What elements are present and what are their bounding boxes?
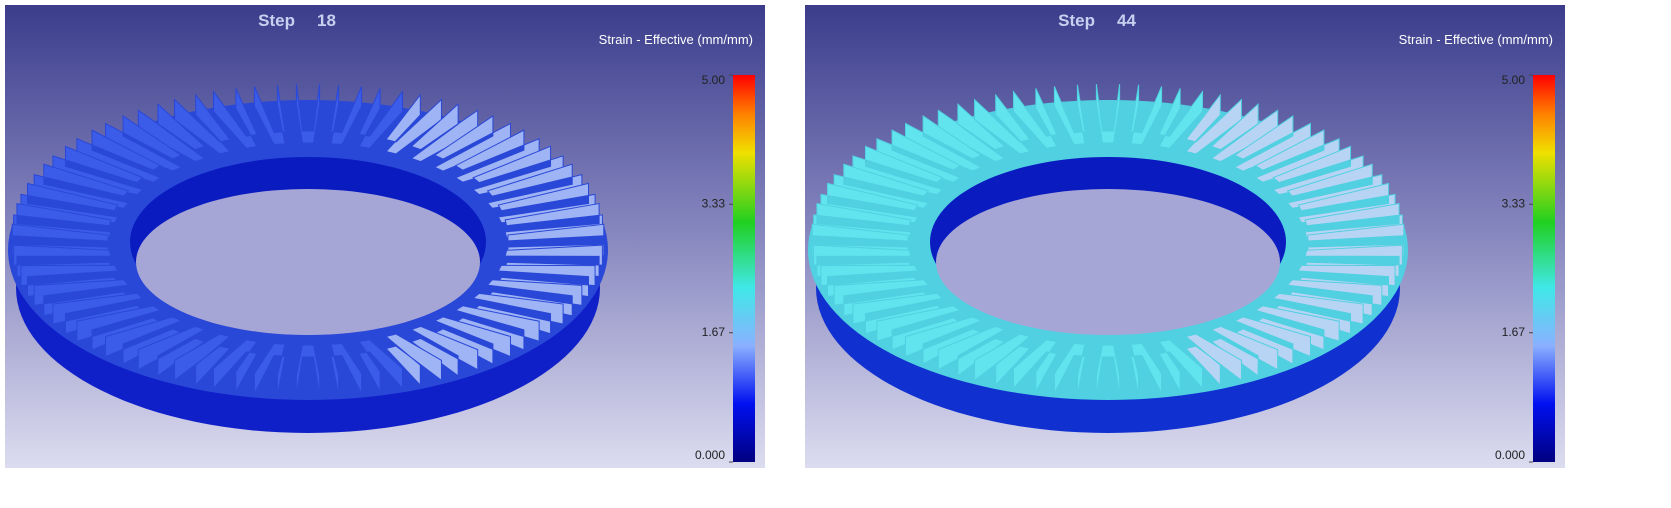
gear-tooth (410, 103, 479, 163)
gear-tooth (1184, 333, 1242, 387)
gear-tooth (330, 342, 363, 396)
tick-label: 3.33 (702, 196, 726, 210)
gear-tooth (1158, 88, 1203, 149)
gear-tooth (384, 333, 442, 387)
gear-tooth (1013, 88, 1058, 149)
gear-tooth (358, 339, 403, 394)
gear-tooth (358, 88, 403, 149)
gear-tooth (852, 292, 944, 335)
gear-tooth (213, 339, 258, 394)
legend-title: Strain - Effective (mm/mm) (599, 32, 753, 47)
gear-tooth (937, 325, 1006, 377)
tick-label: 1.67 (702, 325, 726, 339)
gear-tooth (137, 325, 206, 377)
legend-title: Strain - Effective (mm/mm) (1399, 32, 1553, 47)
gear-tooth (253, 342, 286, 396)
step-number: 18 (317, 11, 336, 30)
gear-tooth (295, 84, 321, 144)
gear-tooth (385, 93, 442, 155)
gear-tooth (213, 88, 258, 149)
gear-tooth (974, 93, 1031, 155)
gear-tooth (1013, 339, 1058, 394)
gear-tooth (1053, 84, 1086, 146)
gear-tooth (52, 292, 144, 335)
gear-tooth (974, 333, 1032, 387)
gear-tooth (76, 305, 162, 351)
gear-tooth (330, 84, 363, 146)
viewport: Step 44 Strain - Effective (mm/mm) 5.00 3.33… (805, 5, 1565, 468)
color-bar (1533, 75, 1555, 462)
gear-tooth (253, 84, 286, 146)
gear-tooth (1185, 93, 1242, 155)
tick-label: 5.00 (702, 73, 726, 87)
gear-tooth (1095, 344, 1121, 396)
gear-tooth (905, 316, 983, 365)
color-bar (733, 75, 755, 462)
gear-tooth (1130, 84, 1163, 146)
step-label: Step (258, 11, 295, 30)
gear-tooth (1053, 342, 1086, 396)
gear-tooth (1158, 339, 1203, 394)
tick-label: 0.000 (1495, 448, 1525, 462)
gear-tooth (876, 305, 962, 351)
tick-label: 3.33 (1502, 196, 1526, 210)
gear-hole (936, 189, 1280, 335)
step-label: Step (1058, 11, 1095, 30)
gear-tooth (137, 103, 206, 163)
gear-tooth (1210, 103, 1279, 163)
gear-hole (136, 189, 480, 335)
gear-tooth (174, 93, 231, 155)
tick-label: 0.000 (695, 448, 725, 462)
gear-tooth (105, 316, 183, 365)
gear-tooth (1130, 342, 1163, 396)
gear-tooth (295, 344, 321, 396)
gear-tooth (937, 103, 1006, 163)
viewport: Step 18 Strain - Effective (mm/mm) 5.00 3.33… (5, 5, 765, 468)
gear-tooth (174, 333, 232, 387)
step-number: 44 (1117, 11, 1136, 30)
gear-tooth (1095, 84, 1121, 144)
tick-label: 5.00 (1502, 73, 1526, 87)
tick-label: 1.67 (1502, 325, 1526, 339)
